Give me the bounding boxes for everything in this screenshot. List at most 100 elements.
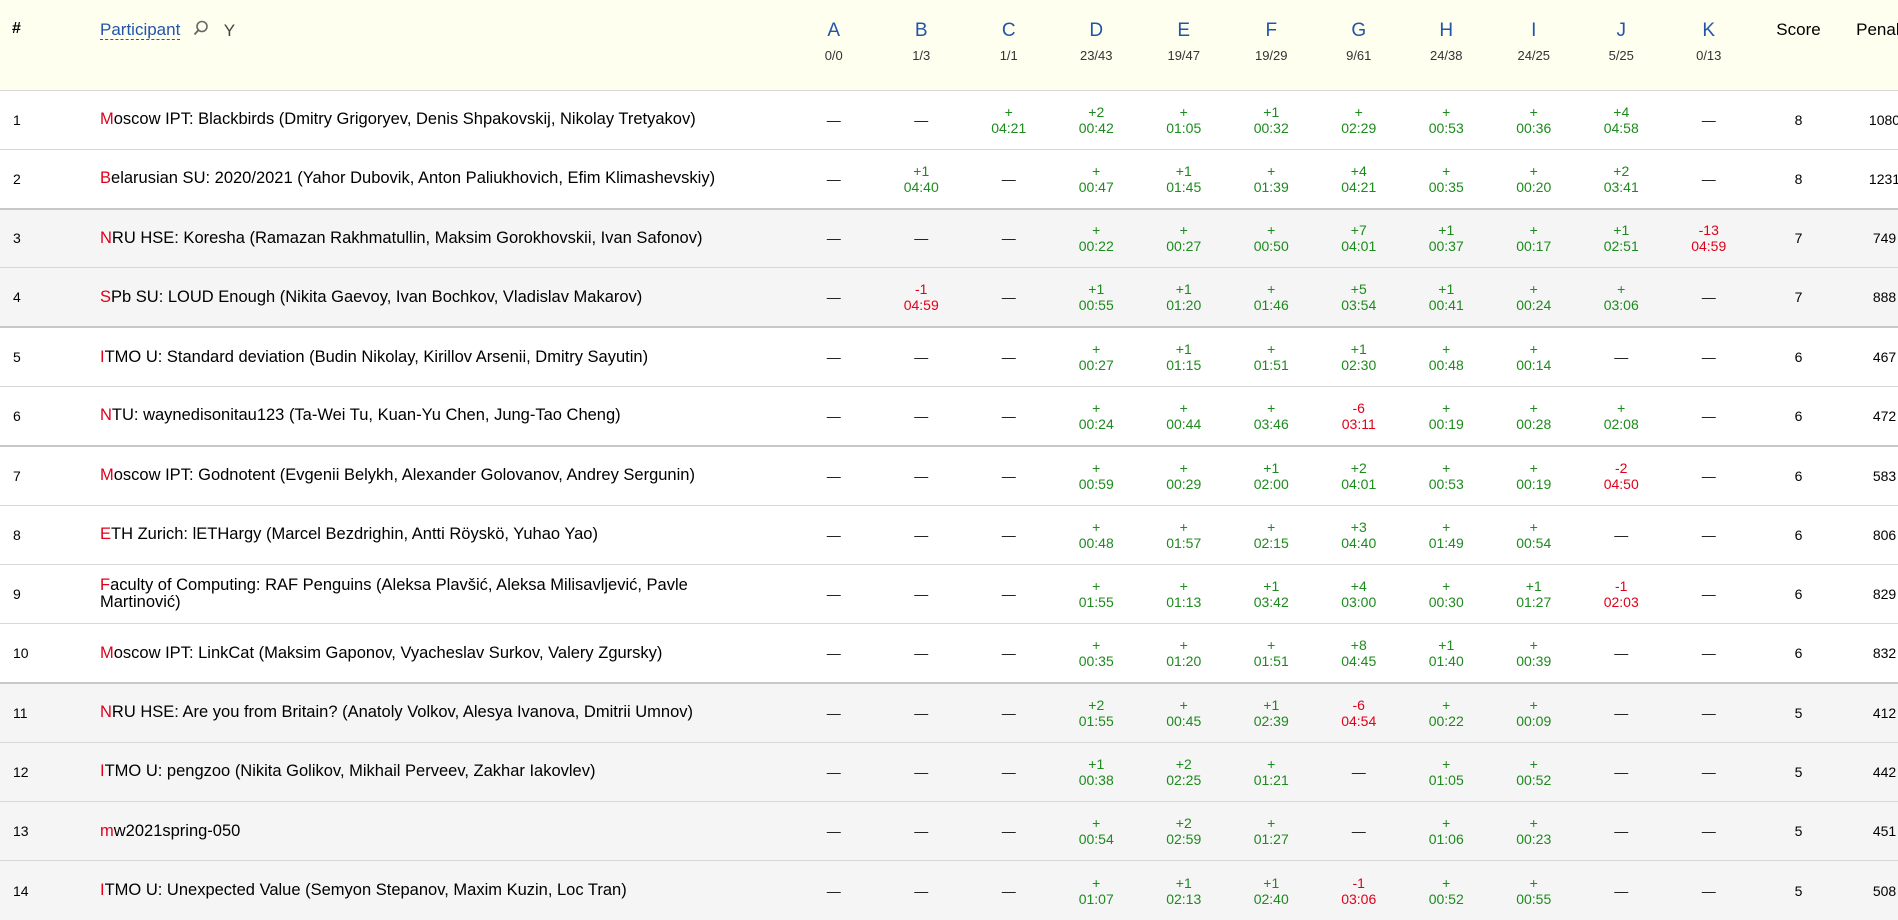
problem-letter-link[interactable]: H (1439, 20, 1454, 41)
problem-result-cell: +01:51 (1228, 624, 1316, 683)
attempts-value: — (1701, 763, 1716, 780)
attempts-value: + (1179, 459, 1188, 476)
attempts-value: +1 (1088, 755, 1105, 772)
time-value: 00:30 (1428, 594, 1464, 611)
attempts-value: +1 (1175, 162, 1192, 179)
problem-result-cell: — (1665, 268, 1753, 327)
problem-header-d: D 23/43 (1053, 0, 1141, 90)
attempts-value: +2 (1613, 162, 1630, 179)
attempts-value: + (1442, 696, 1451, 713)
problem-letter-link[interactable]: F (1265, 20, 1278, 41)
attempts-value: — (1001, 823, 1016, 840)
problem-letter-link[interactable]: G (1351, 20, 1367, 41)
problem-letter-link[interactable]: B (914, 20, 928, 41)
time-value: 01:07 (1078, 890, 1114, 907)
attempts-value: + (1267, 162, 1276, 179)
team-name-first-letter: I (100, 762, 105, 781)
table-row: 13 mw2021spring-050— — — +00:54 +2 02:59 +01:27… (0, 801, 1898, 861)
attempts-value: +1 (1263, 696, 1280, 713)
penalty-cell: 1231 (1868, 170, 1898, 187)
problem-stat: 1/3 (912, 48, 931, 63)
table-row: 7 Moscow IPT: Godnotent (Evgenii Belykh, … (0, 445, 1898, 505)
attempts-value: + (1092, 874, 1101, 891)
problem-result-cell: +1 04:40 (878, 149, 966, 208)
attempts-value: +1 (1263, 874, 1280, 891)
problem-result-cell: — (1665, 446, 1753, 505)
problem-letter-link[interactable]: I (1531, 20, 1537, 41)
problem-header-b: B 1/3 (878, 0, 966, 90)
time-value: 00:28 (1516, 415, 1552, 432)
problem-result-cell: +4 03:00 (1315, 564, 1403, 623)
attempts-value: + (1267, 399, 1276, 416)
problem-result-cell: +00:53 (1403, 446, 1491, 505)
attempts-value: — (914, 407, 929, 424)
time-value: 03:11 (1341, 415, 1376, 432)
filter-icon[interactable]: Y (223, 20, 236, 40)
attempts-value: — (1001, 349, 1016, 366)
time-value: 04:59 (1691, 238, 1727, 255)
time-value: 00:55 (1516, 890, 1552, 907)
problem-letter-link[interactable]: J (1616, 20, 1627, 41)
attempts-value: — (914, 882, 929, 899)
score-cell: 6 (1794, 349, 1803, 366)
problem-letter-link[interactable]: A (827, 20, 841, 41)
time-value: 01:51 (1253, 357, 1289, 374)
team-name-first-letter: F (100, 576, 111, 595)
problem-result-cell: — (1315, 802, 1403, 861)
attempts-value: — (914, 763, 929, 780)
attempts-value: + (1179, 103, 1188, 120)
attempts-value: +1 (913, 162, 930, 179)
problem-result-cell: — (878, 327, 966, 386)
time-value: 02:40 (1253, 890, 1289, 907)
problem-result-cell: — (878, 386, 966, 445)
problem-letter-link[interactable]: D (1089, 20, 1104, 41)
problem-result-cell: — (1665, 564, 1753, 623)
problem-result-cell: +1 01:15 (1140, 327, 1228, 386)
attempts-value: +1 (1175, 341, 1192, 358)
problem-result-cell: — (878, 742, 966, 801)
problem-result-cell: +01:51 (1228, 327, 1316, 386)
problem-result-cell: — (1578, 861, 1666, 920)
problem-result-cell: +4 04:21 (1315, 149, 1403, 208)
problem-result-cell: — (1578, 624, 1666, 683)
problem-result-cell: +00:14 (1490, 327, 1578, 386)
attempts-value: + (1092, 162, 1101, 179)
team-name-text: oscow IPT: Blackbirds (Dmitry Grigoryev,… (113, 110, 696, 129)
problem-result-cell: +7 04:01 (1315, 209, 1403, 268)
attempts-value: + (1442, 815, 1451, 832)
penalty-cell: 442 (1872, 763, 1897, 780)
problem-result-cell: — (1578, 742, 1666, 801)
attempts-value: +8 (1350, 637, 1367, 654)
problem-result-cell: +00:52 (1490, 742, 1578, 801)
problem-stat: 1/1 (999, 48, 1018, 63)
search-icon[interactable] (193, 20, 209, 41)
problem-header-c: C 1/1 (965, 0, 1053, 90)
problem-result-cell: +1 00:55 (1053, 268, 1141, 327)
participant-sort-link[interactable]: Participant (100, 20, 181, 40)
attempts-value: — (1351, 823, 1366, 840)
team-name-cell: Moscow IPT: Blackbirds (Dmitry Grigoryev… (90, 90, 790, 149)
problem-result-cell: — (790, 683, 878, 742)
attempts-value: — (826, 349, 841, 366)
problem-result-cell: — (1665, 386, 1753, 445)
problem-stat: 9/61 (1346, 48, 1372, 63)
attempts-value: +1 (1263, 578, 1280, 595)
attempts-value: +4 (1350, 578, 1367, 595)
attempts-value: — (826, 170, 841, 187)
attempts-value: +1 (1263, 103, 1280, 120)
standings-body: 1 Moscow IPT: Blackbirds (Dmitry Grigorye… (0, 90, 1898, 920)
time-value: 02:29 (1341, 119, 1377, 136)
problem-letter-link[interactable]: C (1001, 20, 1016, 41)
problem-result-cell: +1 00:41 (1403, 268, 1491, 327)
team-name-first-letter: I (100, 881, 105, 900)
problem-letter-link[interactable]: K (1702, 20, 1716, 41)
team-name-text: RU HSE: Koresha (Ramazan Rakhmatullin, M… (111, 228, 703, 247)
score-cell: 6 (1794, 645, 1803, 662)
time-value: 00:32 (1253, 119, 1289, 136)
problem-result-cell: +00:27 (1053, 327, 1141, 386)
problem-result-cell: — (878, 446, 966, 505)
problem-letter-link[interactable]: E (1177, 20, 1191, 41)
attempts-value: +1 (1175, 281, 1192, 298)
attempts-value: — (1701, 349, 1716, 366)
score-cell: 8 (1794, 111, 1803, 128)
